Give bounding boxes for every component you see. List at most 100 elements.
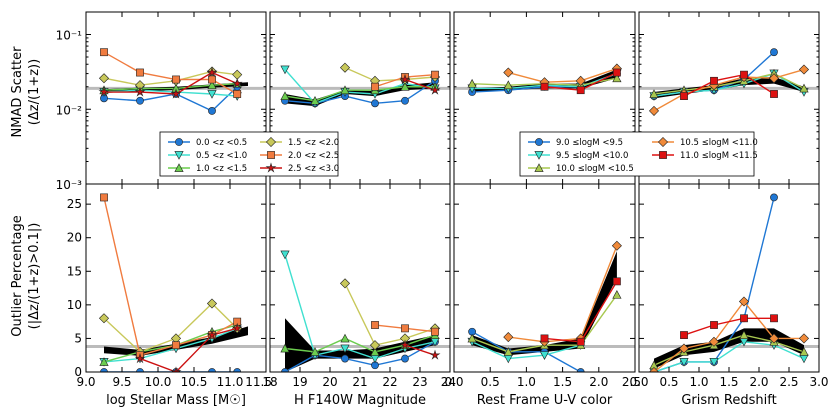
data-point: [310, 95, 320, 105]
y-tick-label: 15: [67, 264, 82, 278]
y-tick-label: 25: [67, 197, 82, 211]
plot-area: [86, 48, 266, 115]
y-tick-label: 10: [67, 298, 82, 312]
series-line: [284, 80, 436, 105]
x-tick-label: 24: [441, 375, 456, 389]
series-line: [284, 341, 436, 372]
data-point: [280, 65, 290, 75]
top-ylabel-line2: (Δz/(1+z)): [27, 59, 42, 125]
legend-marker: [174, 151, 184, 160]
data-point: [612, 277, 621, 286]
x-tick-label: 9.5: [112, 375, 131, 389]
panel-nmad_vs_uv: [453, 11, 636, 185]
x-axis-label: H F140W Magnitude: [294, 393, 426, 408]
legend-item: 10.0 ≤logM <10.5: [528, 163, 634, 174]
legend-label: 0.0 <z <0.5: [196, 138, 247, 148]
legend-item: 1.5 <z <2.0: [260, 136, 339, 148]
legend-item: 9.5 ≤logM <10.0: [528, 151, 628, 161]
data-point: [539, 351, 550, 360]
data-point: [206, 298, 218, 309]
data-point: [206, 66, 218, 78]
x-tick-label: 11.5: [245, 375, 272, 389]
data-point: [770, 193, 778, 202]
bottom-ylabel-line2: (|Δz/(1+z)>0.1|): [27, 223, 42, 330]
data-point: [770, 314, 778, 323]
data-point: [134, 86, 146, 97]
data-point: [503, 347, 513, 356]
legend-label: 1.0 <z <1.5: [196, 164, 247, 174]
data-point: [134, 352, 146, 364]
panel-outlier_vs_hmag: 18 19 20 21 22 23 24 H F140W Magnitude: [262, 183, 456, 408]
plot-area: [270, 250, 450, 372]
data-point: [399, 73, 411, 85]
data-point: [798, 64, 810, 75]
series-4: [680, 70, 778, 100]
plot-area: [639, 193, 819, 372]
legend-label: 2.5 <z <3.0: [288, 164, 339, 174]
data-point: [612, 68, 621, 77]
x-tick-label: 1.0: [517, 375, 536, 389]
plot-area: [639, 48, 819, 116]
data-point: [371, 99, 379, 108]
legend-marker: [534, 163, 544, 172]
plot-area: [454, 240, 635, 372]
data-point: [401, 96, 409, 105]
legend-box: 9.0 ≤logM <9.5 9.5 ≤logM <10.0 10.0 ≤logM …: [519, 131, 758, 177]
data-point: [371, 321, 379, 329]
data-point: [339, 278, 351, 289]
data-point: [370, 354, 380, 364]
y-tick-label: 10⁻¹: [56, 29, 83, 43]
series-5: [399, 339, 441, 360]
data-point: [280, 250, 290, 260]
data-point: [770, 90, 778, 98]
x-tick-label: 0.5: [481, 375, 500, 389]
data-point: [170, 88, 182, 99]
legend-marker: [265, 136, 277, 148]
bottom-ylabel-line1: Outlier Percentage: [10, 215, 25, 336]
data-point: [401, 324, 409, 333]
legend-marker: [174, 163, 184, 172]
data-point: [678, 343, 690, 354]
series-5: [98, 66, 243, 99]
data-point: [208, 75, 216, 84]
combined-band: [104, 326, 248, 356]
series-4: [100, 48, 242, 98]
legend-label: 10.0 ≤logM <10.5: [556, 164, 634, 174]
data-point: [340, 344, 350, 354]
combined-band: [472, 251, 617, 356]
legend-item: 0.5 <z <1.0: [168, 151, 247, 161]
data-point: [503, 80, 513, 90]
data-point: [768, 73, 780, 84]
data-point: [710, 321, 718, 329]
series-line: [471, 341, 581, 360]
series-5: [134, 322, 243, 372]
legend-label: 1.5 <z <2.0: [288, 138, 339, 148]
data-point: [429, 84, 441, 95]
panel-nmad_vs_redshift: [638, 11, 820, 185]
series-line: [653, 68, 805, 112]
data-point: [136, 96, 144, 105]
legend-item: 2.0 <z <2.5: [260, 151, 339, 161]
panel-nmad_vs_mass: 10⁻¹ 10⁻² 10⁻³: [56, 11, 267, 192]
data-point: [431, 327, 439, 336]
data-point: [708, 336, 720, 347]
panels-layer: 10⁻¹ 10⁻² 10⁻³ 25 20 15 10 5 09.0 9.5 10.0 10.5 11.0…: [56, 11, 829, 408]
plot-area: [454, 63, 635, 96]
data-point: [100, 48, 108, 57]
data-point: [401, 354, 409, 363]
x-tick-label: 2.0: [749, 375, 768, 389]
y-tick-label: 5: [74, 331, 82, 345]
legend-frame: [519, 131, 755, 177]
x-tick-label: 9.0: [76, 375, 95, 389]
x-tick-label: 2.5: [779, 375, 798, 389]
legend-label: 11.0 ≤logM <11.5: [680, 151, 758, 161]
data-point: [339, 62, 351, 73]
data-point: [341, 354, 349, 363]
x-tick-label: 3.0: [809, 375, 828, 389]
data-point: [680, 331, 688, 339]
data-point: [208, 107, 216, 115]
data-point: [280, 343, 290, 353]
data-point: [207, 90, 217, 99]
series-line: [653, 334, 805, 366]
top-ylabel-line1: NMAD Scatter: [10, 46, 25, 138]
